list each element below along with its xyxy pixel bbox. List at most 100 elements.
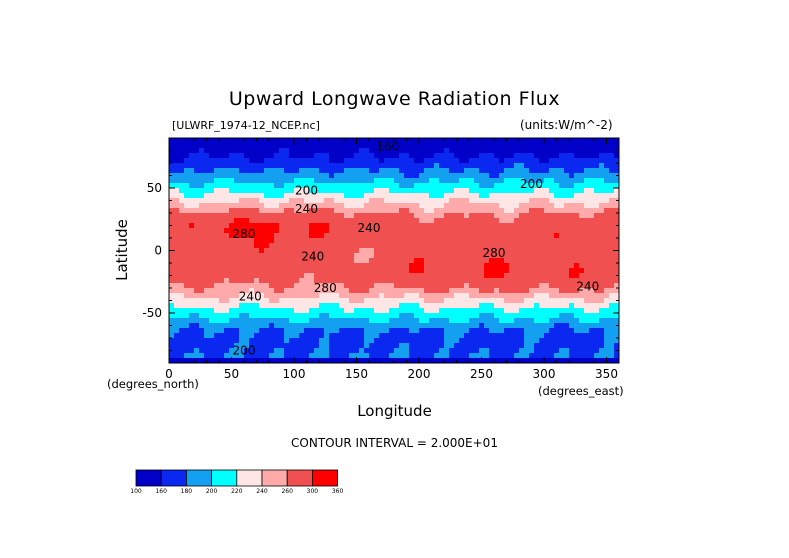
contour-cell	[554, 263, 560, 269]
contour-cell	[544, 213, 550, 219]
contour-cell	[269, 338, 275, 344]
contour-cell	[384, 158, 390, 164]
contour-cell	[514, 313, 520, 319]
contour-cell	[174, 168, 180, 174]
contour-cell	[414, 328, 420, 334]
contour-cell	[529, 353, 535, 359]
contour-cell	[449, 303, 455, 309]
contour-cell	[364, 348, 370, 354]
contour-cell	[414, 168, 420, 174]
contour-cell	[334, 358, 340, 363]
contour-cell	[214, 303, 220, 309]
contour-cell	[189, 213, 195, 219]
contour-cell	[234, 153, 240, 159]
contour-cell	[439, 273, 445, 279]
contour-cell	[339, 178, 345, 184]
contour-cell	[599, 353, 605, 359]
contour-cell	[344, 148, 350, 154]
contour-cell	[344, 328, 350, 334]
contour-cell	[424, 163, 430, 169]
contour-cell	[189, 153, 195, 159]
contour-cell	[304, 143, 310, 149]
units-label: (units:W/m^-2)	[520, 118, 613, 132]
contour-cell	[394, 203, 400, 209]
contour-cell	[559, 273, 565, 279]
contour-cell	[329, 243, 335, 249]
contour-cell	[209, 268, 215, 274]
contour-cell	[579, 168, 585, 174]
contour-cell	[294, 153, 300, 159]
contour-cell	[409, 208, 415, 214]
contour-cell	[599, 178, 605, 184]
contour-cell	[519, 173, 525, 179]
contour-cell	[494, 288, 500, 294]
contour-cell	[594, 183, 600, 189]
contour-cell	[209, 288, 215, 294]
contour-cell	[239, 203, 245, 209]
contour-cell	[609, 248, 615, 254]
contour-cell	[609, 298, 615, 304]
contour-cell	[369, 178, 375, 184]
contour-cell	[284, 163, 290, 169]
contour-cell	[379, 218, 385, 224]
contour-cell	[409, 153, 415, 159]
contour-cell	[464, 228, 470, 234]
contour-cell	[509, 243, 515, 249]
contour-cell	[429, 258, 435, 264]
contour-cell	[484, 278, 490, 284]
contour-cell	[444, 338, 450, 344]
contour-cell	[309, 303, 315, 309]
contour-cell	[349, 138, 355, 144]
contour-cell	[309, 218, 315, 224]
contour-cell	[609, 178, 615, 184]
contour-cell	[199, 298, 205, 304]
contour-cell	[274, 233, 280, 239]
contour-cell	[354, 283, 360, 289]
contour-cell	[314, 348, 320, 354]
contour-cell	[294, 203, 300, 209]
contour-cell	[504, 198, 510, 204]
contour-cell	[514, 323, 520, 329]
contour-cell	[184, 278, 190, 284]
contour-cell	[199, 323, 205, 329]
x-tick-label: 0	[165, 367, 173, 381]
contour-cell	[279, 293, 285, 299]
contour-cell	[409, 213, 415, 219]
contour-cell	[214, 178, 220, 184]
contour-cell	[514, 273, 520, 279]
contour-cell	[474, 263, 480, 269]
contour-cell	[544, 173, 550, 179]
contour-cell	[489, 353, 495, 359]
contour-cell	[414, 268, 420, 274]
contour-cell	[449, 338, 455, 344]
contour-cell	[304, 333, 310, 339]
contour-cell	[409, 243, 415, 249]
contour-cell	[359, 323, 365, 329]
contour-cell	[474, 138, 480, 144]
contour-cell	[249, 258, 255, 264]
contour-cell	[394, 318, 400, 324]
contour-cell	[344, 333, 350, 339]
y-tick-label: 0	[154, 244, 162, 258]
colorbar-label: 200	[206, 488, 218, 495]
contour-cell	[584, 323, 590, 329]
contour-cell	[464, 343, 470, 349]
contour-cell	[254, 218, 260, 224]
contour-cell	[434, 303, 440, 309]
contour-cell	[449, 333, 455, 339]
contour-cell	[199, 348, 205, 354]
contour-cell	[594, 263, 600, 269]
contour-cell	[194, 243, 200, 249]
contour-cell	[219, 243, 225, 249]
contour-cell	[304, 158, 310, 164]
contour-cell	[574, 333, 580, 339]
contour-cell	[439, 248, 445, 254]
contour-cell	[269, 288, 275, 294]
contour-cell	[474, 348, 480, 354]
contour-cell	[229, 308, 235, 314]
contour-cell	[234, 308, 240, 314]
contour-cell	[489, 248, 495, 254]
contour-cell	[294, 253, 300, 259]
contour-cell	[239, 218, 245, 224]
contour-cell	[449, 343, 455, 349]
